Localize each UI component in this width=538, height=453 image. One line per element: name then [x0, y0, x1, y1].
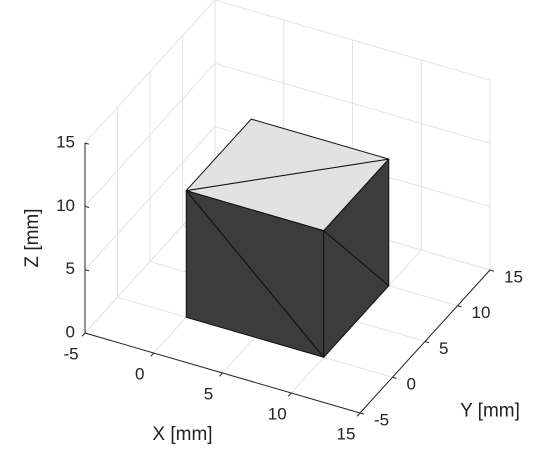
- tick-mark: [84, 332, 90, 335]
- y-tick-label: 5: [439, 339, 448, 358]
- grid-line: [84, 126, 216, 271]
- tick-mark: [287, 392, 292, 397]
- grid-line: [214, 0, 491, 81]
- tick-mark: [359, 412, 365, 415]
- tick-mark: [392, 376, 397, 379]
- z-axis-label: Z [mm]: [22, 208, 43, 267]
- tick-mark: [84, 142, 90, 145]
- face: [185, 118, 390, 192]
- grid-line: [214, 62, 491, 144]
- grid-line: [84, 62, 216, 207]
- y-tick-label: 0: [407, 375, 416, 394]
- y-axis-label: Y [mm]: [460, 401, 520, 422]
- tick-mark: [84, 205, 90, 209]
- z-tick-label: 10: [56, 196, 75, 215]
- z-tick-label: 15: [56, 132, 75, 151]
- faces: [185, 118, 390, 358]
- x-tick-label: 5: [204, 384, 213, 403]
- tick-mark: [356, 412, 361, 417]
- x-tick-label: 10: [268, 404, 287, 423]
- tick-mark: [84, 269, 90, 272]
- x-tick-label: -5: [63, 344, 78, 363]
- x-tick-label: 0: [135, 364, 144, 383]
- y-tick-label: 15: [504, 267, 523, 286]
- z-tick-label: 5: [66, 259, 75, 278]
- y-tick-label: 10: [472, 303, 491, 322]
- tick-mark: [489, 269, 495, 272]
- axes: -5 0 5 10 15 -5 0 5 10 15 0 5 10 15 X [mm] Y [mm] Z [mm]: [22, 132, 523, 445]
- x-axis-label: X [mm]: [152, 424, 212, 445]
- y-tick-label: -5: [374, 410, 389, 429]
- x-tick-label: 15: [337, 424, 356, 443]
- tick-mark: [457, 305, 462, 308]
- z-tick-label: 0: [66, 322, 75, 341]
- tick-mark: [219, 372, 223, 377]
- grid-line: [84, 0, 216, 144]
- tick-mark: [81, 332, 86, 337]
- tick-mark: [150, 352, 155, 357]
- tick-mark: [424, 341, 430, 344]
